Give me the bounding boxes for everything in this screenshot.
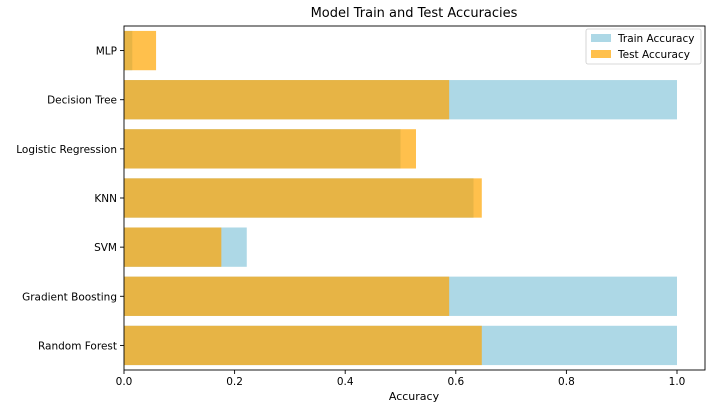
y-axis: MLP Decision Tree Logistic Regression KNN SV… [16,46,124,352]
x-axis-label: Accuracy [389,390,440,403]
x-tick-label-0: 0.0 [116,376,133,388]
x-tick-label-4: 0.8 [558,376,575,388]
y-tick-label-0: MLP [96,46,117,58]
bar-test-3 [124,178,482,218]
x-tick-label-2: 0.4 [337,376,354,388]
bar-test-0 [124,30,157,71]
legend: Train Accuracy Test Accuracy [585,28,702,65]
legend-label-train: Train Accuracy [617,33,694,45]
y-tick-label-2: Logistic Regression [16,144,117,156]
bar-test-5 [124,276,450,316]
legend-box [585,28,702,65]
bar-test-2 [124,129,416,169]
bars-layer [124,30,677,366]
legend-swatch-test [591,50,611,58]
legend-label-test: Test Accuracy [617,49,690,61]
x-tick-label-5: 1.0 [669,376,686,388]
y-tick-label-4: SVM [94,242,117,254]
bar-test-4 [124,227,222,267]
x-tick-label-1: 0.2 [226,376,243,388]
y-tick-label-6: Random Forest [38,340,117,352]
y-tick-label-1: Decision Tree [47,95,117,107]
chart-title: Model Train and Test Accuracies [311,6,518,21]
bar-test-6 [124,325,482,366]
legend-swatch-train [591,34,611,42]
x-axis: 0.0 0.2 0.4 0.6 0.8 1.0 [116,370,686,388]
y-tick-label-5: Gradient Boosting [22,291,117,303]
x-tick-label-3: 0.6 [447,376,464,388]
y-tick-label-3: KNN [94,193,117,205]
bar-test-1 [124,80,450,120]
